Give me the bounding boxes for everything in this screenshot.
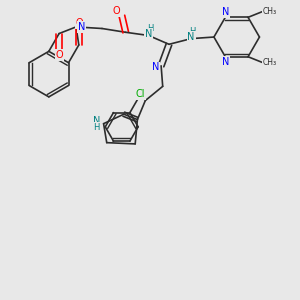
Text: H: H	[190, 27, 196, 36]
Text: H: H	[147, 24, 153, 33]
Text: Cl: Cl	[136, 89, 146, 99]
Text: N: N	[222, 57, 230, 67]
Text: N: N	[188, 32, 195, 42]
Text: O: O	[56, 50, 64, 60]
Text: N: N	[145, 29, 152, 39]
Text: N: N	[78, 22, 85, 32]
Text: CH₃: CH₃	[262, 58, 276, 67]
Text: N: N	[152, 62, 159, 72]
Text: N: N	[93, 116, 100, 126]
Text: CH₃: CH₃	[262, 7, 276, 16]
Text: H: H	[93, 123, 100, 132]
Text: O: O	[76, 18, 83, 28]
Text: N: N	[222, 7, 230, 17]
Text: O: O	[112, 6, 120, 16]
